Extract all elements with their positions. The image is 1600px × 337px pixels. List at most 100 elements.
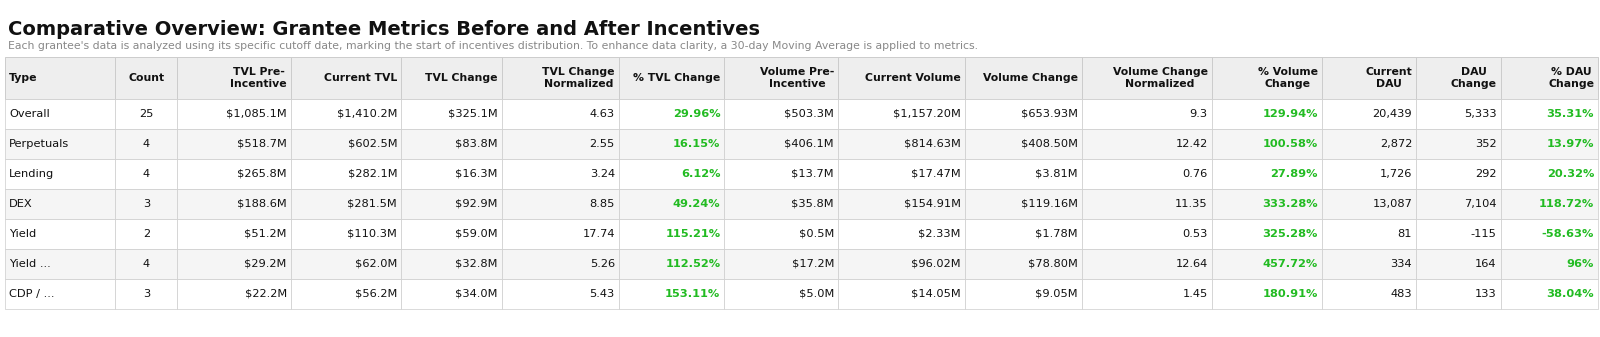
Text: 0.76: 0.76	[1182, 169, 1208, 179]
Text: 292: 292	[1475, 169, 1496, 179]
Bar	[502, 159, 619, 189]
Text: 38.04%: 38.04%	[1546, 289, 1594, 299]
Bar	[5, 189, 115, 219]
Text: $83.8M: $83.8M	[456, 139, 498, 149]
Text: 5,333: 5,333	[1464, 109, 1496, 119]
Text: $653.93M: $653.93M	[1021, 109, 1078, 119]
Text: $2.33M: $2.33M	[918, 229, 960, 239]
Bar	[291, 159, 402, 189]
Text: 2: 2	[142, 229, 150, 239]
Text: $32.8M: $32.8M	[456, 259, 498, 269]
Text: 11.35: 11.35	[1174, 199, 1208, 209]
Text: 3: 3	[142, 289, 150, 299]
Text: Current TVL: Current TVL	[323, 73, 397, 83]
Bar	[725, 249, 838, 279]
Text: 334: 334	[1390, 259, 1413, 269]
Bar	[178, 99, 291, 129]
Text: $35.8M: $35.8M	[792, 199, 834, 209]
Text: $22.2M: $22.2M	[245, 289, 286, 299]
Bar	[1322, 279, 1416, 309]
Bar	[1322, 99, 1416, 129]
Text: 2,872: 2,872	[1379, 139, 1413, 149]
Bar	[291, 57, 402, 99]
Text: 153.11%: 153.11%	[666, 289, 720, 299]
Bar	[502, 219, 619, 249]
Bar	[1501, 129, 1598, 159]
Bar	[178, 57, 291, 99]
Text: $1,157.20M: $1,157.20M	[893, 109, 960, 119]
Bar	[619, 219, 725, 249]
Text: Volume Change
Normalized: Volume Change Normalized	[1112, 67, 1208, 89]
Text: $17.47M: $17.47M	[910, 169, 960, 179]
Bar	[291, 219, 402, 249]
Bar	[619, 129, 725, 159]
Bar	[725, 57, 838, 99]
Bar	[502, 189, 619, 219]
Text: 12.64: 12.64	[1176, 259, 1208, 269]
Bar	[1322, 129, 1416, 159]
Bar	[402, 159, 502, 189]
Bar	[619, 99, 725, 129]
Bar	[1501, 159, 1598, 189]
Bar	[838, 189, 965, 219]
Text: -115: -115	[1470, 229, 1496, 239]
Text: TVL Change
Normalized: TVL Change Normalized	[542, 67, 614, 89]
Text: -58.63%: -58.63%	[1542, 229, 1594, 239]
Text: Each grantee's data is analyzed using its specific cutoff date, marking the star: Each grantee's data is analyzed using it…	[8, 41, 978, 51]
Text: $3.81M: $3.81M	[1035, 169, 1078, 179]
Text: 3.24: 3.24	[590, 169, 614, 179]
Bar	[402, 57, 502, 99]
Text: $503.3M: $503.3M	[784, 109, 834, 119]
Bar	[291, 99, 402, 129]
Text: 27.89%: 27.89%	[1270, 169, 1318, 179]
Text: Yield ...: Yield ...	[10, 259, 51, 269]
Bar	[1322, 219, 1416, 249]
Text: Overall: Overall	[10, 109, 50, 119]
Bar	[178, 129, 291, 159]
Text: 13,087: 13,087	[1373, 199, 1413, 209]
Bar	[178, 159, 291, 189]
Text: 352: 352	[1475, 139, 1496, 149]
Bar	[965, 99, 1082, 129]
Bar	[1322, 189, 1416, 219]
Bar	[838, 249, 965, 279]
Text: 20,439: 20,439	[1373, 109, 1413, 119]
Bar	[1082, 219, 1211, 249]
Text: Current Volume: Current Volume	[866, 73, 960, 83]
Bar	[1211, 249, 1322, 279]
Text: $59.0M: $59.0M	[456, 229, 498, 239]
Bar	[502, 249, 619, 279]
Text: 8.85: 8.85	[589, 199, 614, 209]
Bar	[725, 219, 838, 249]
Text: 81: 81	[1398, 229, 1413, 239]
Bar	[1416, 129, 1501, 159]
Text: 1.45: 1.45	[1182, 289, 1208, 299]
Text: 13.97%: 13.97%	[1547, 139, 1594, 149]
Text: 5.26: 5.26	[590, 259, 614, 269]
Bar	[1082, 159, 1211, 189]
Bar	[725, 279, 838, 309]
Bar	[115, 249, 178, 279]
Text: 118.72%: 118.72%	[1539, 199, 1594, 209]
Bar	[1501, 189, 1598, 219]
Text: $1.78M: $1.78M	[1035, 229, 1078, 239]
Bar	[1211, 129, 1322, 159]
Text: Lending: Lending	[10, 169, 54, 179]
Text: 16.15%: 16.15%	[674, 139, 720, 149]
Text: 2.55: 2.55	[589, 139, 614, 149]
Text: Current
DAU: Current DAU	[1365, 67, 1413, 89]
Bar	[115, 189, 178, 219]
Bar	[5, 279, 115, 309]
Bar	[1501, 279, 1598, 309]
Text: $0.5M: $0.5M	[798, 229, 834, 239]
Bar	[402, 99, 502, 129]
Text: 457.72%: 457.72%	[1262, 259, 1318, 269]
Text: $29.2M: $29.2M	[245, 259, 286, 269]
Bar	[502, 99, 619, 129]
Bar	[1416, 57, 1501, 99]
Text: $96.02M: $96.02M	[910, 259, 960, 269]
Bar	[838, 129, 965, 159]
Bar	[965, 219, 1082, 249]
Text: $602.5M: $602.5M	[347, 139, 397, 149]
Bar	[5, 99, 115, 129]
